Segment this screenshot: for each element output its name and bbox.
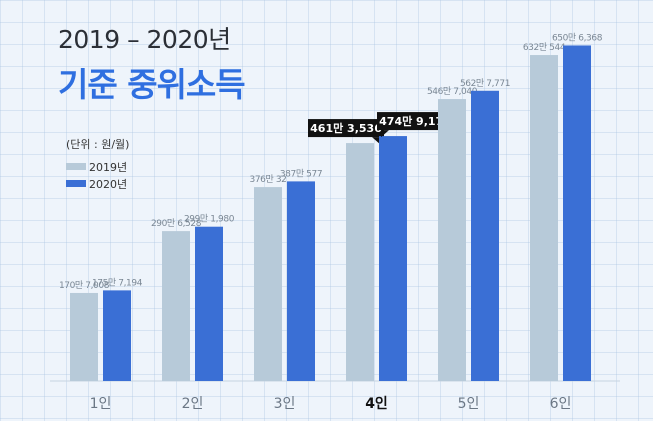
data-label-2020-2: 299만 1,980 bbox=[184, 214, 235, 225]
bar-2019-4 bbox=[346, 143, 374, 381]
bar-2020-4 bbox=[379, 136, 407, 381]
bar-2020-1 bbox=[103, 290, 131, 381]
chart-subtitle: 2019 – 2020년 bbox=[58, 25, 231, 54]
bar-2019-6 bbox=[530, 55, 558, 381]
x-tick-label-1: 1인 bbox=[90, 396, 112, 412]
x-tick-label-2: 2인 bbox=[182, 396, 204, 412]
legend-swatch-2020 bbox=[66, 180, 86, 187]
legend-label-2019: 2019년 bbox=[89, 160, 128, 174]
data-label-2019-2: 290만 6,528 bbox=[151, 218, 202, 229]
chart-title: 기준 중위소득 bbox=[58, 65, 246, 104]
legend: (단위 : 원/월) 2019년 2020년 bbox=[66, 136, 129, 192]
data-label-2019-4: 461만 3,536 bbox=[310, 121, 382, 135]
data-label-2020-6: 650만 6,368 bbox=[552, 32, 603, 43]
bar-2019-5 bbox=[438, 99, 466, 381]
data-label-2019-5: 546만 7,040 bbox=[427, 86, 478, 97]
data-label-box-2020-4 bbox=[377, 112, 453, 131]
bar-2019-3 bbox=[254, 187, 282, 381]
bar-2019-2 bbox=[162, 231, 190, 381]
legend-item-2020: 2020년 bbox=[66, 175, 129, 192]
data-label-2019-1: 170만 7,008 bbox=[59, 280, 110, 291]
bar-2020-2 bbox=[195, 226, 223, 381]
legend-swatch-2019 bbox=[66, 163, 86, 170]
x-tick-label-6: 6인 bbox=[550, 396, 572, 412]
data-label-pointer bbox=[381, 130, 389, 138]
data-label-pointer bbox=[372, 137, 380, 145]
bar-2019-1 bbox=[70, 292, 98, 381]
legend-item-2019: 2019년 bbox=[66, 158, 129, 175]
x-tick-label-3: 3인 bbox=[274, 396, 296, 412]
data-label-2020-1: 175만 7,194 bbox=[92, 277, 143, 288]
bar-2020-5 bbox=[471, 90, 499, 381]
bar-2020-3 bbox=[287, 181, 315, 381]
legend-label-2020: 2020년 bbox=[89, 177, 128, 191]
data-label-2019-3: 376만 32 bbox=[250, 174, 287, 185]
x-tick-label-5: 5인 bbox=[458, 396, 480, 412]
x-tick-label-4: 4인 bbox=[365, 395, 388, 412]
data-label-2019-6: 632만 544 bbox=[523, 42, 566, 53]
bar-2020-6 bbox=[563, 45, 591, 381]
unit-note: (단위 : 원/월) bbox=[66, 138, 130, 151]
data-label-2020-4: 474만 9,174 bbox=[379, 114, 451, 128]
data-label-box-2019-4 bbox=[308, 119, 384, 138]
data-label-2020-3: 387만 577 bbox=[280, 168, 322, 179]
data-label-2020-5: 562만 7,771 bbox=[460, 78, 510, 89]
